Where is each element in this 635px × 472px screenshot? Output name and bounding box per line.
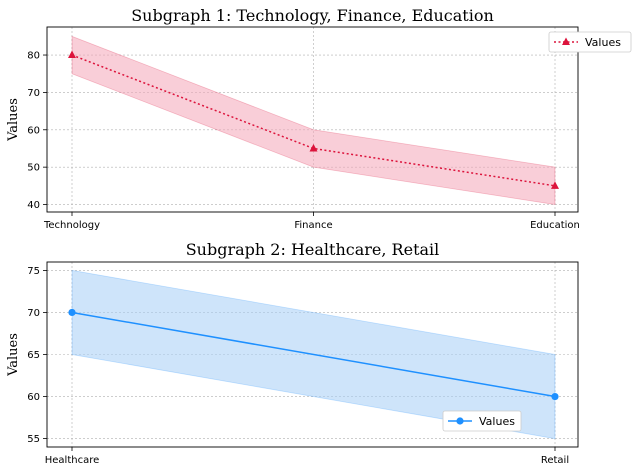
legend-label: Values (585, 36, 621, 49)
y-tick-label: 60 (27, 392, 40, 403)
y-tick-label: 60 (27, 125, 40, 136)
x-tick-label: Education (530, 220, 580, 231)
data-point (551, 392, 559, 401)
y-tick-label: 70 (27, 308, 40, 319)
x-tick-label: Finance (294, 220, 332, 231)
legend-marker (562, 37, 570, 45)
confidence-band (71, 35, 556, 205)
y-tick-label: 50 (27, 163, 40, 174)
series-line (71, 54, 556, 187)
x-tick-label: Retail (541, 455, 569, 466)
legend-box (442, 410, 522, 432)
y-tick-label: 40 (27, 200, 40, 211)
y-axis-label: Values (6, 333, 21, 377)
legend: Values (548, 31, 632, 53)
subplot-1: 40 50 60 70 80 Technology Finance Education Subg… (6, 6, 632, 231)
subplot-2: 55 60 65 70 75 Healthcare Retail Subgraph 2: He… (6, 240, 579, 466)
data-point (68, 50, 76, 59)
y-tick-label: 70 (27, 88, 40, 99)
chart-title: Subgraph 2: Healthcare, Retail (186, 240, 440, 259)
legend-marker (456, 417, 464, 425)
y-tick-label: 80 (27, 51, 40, 62)
legend-label: Values (479, 415, 515, 428)
chart-title: Subgraph 1: Technology, Finance, Educati… (131, 6, 494, 25)
axes-frame (46, 26, 579, 213)
y-tick-label: 65 (27, 350, 40, 361)
x-tick-label: Technology (43, 220, 100, 231)
data-point (68, 308, 76, 317)
data-point (309, 143, 318, 152)
y-tick-label: 75 (27, 266, 40, 277)
x-tick-label: Healthcare (45, 455, 100, 466)
y-tick-label: 55 (27, 434, 40, 445)
legend: Values (442, 410, 522, 432)
y-axis-label: Values (6, 98, 21, 142)
legend-box (548, 31, 632, 53)
data-point (551, 181, 559, 189)
series-line (71, 311, 556, 398)
